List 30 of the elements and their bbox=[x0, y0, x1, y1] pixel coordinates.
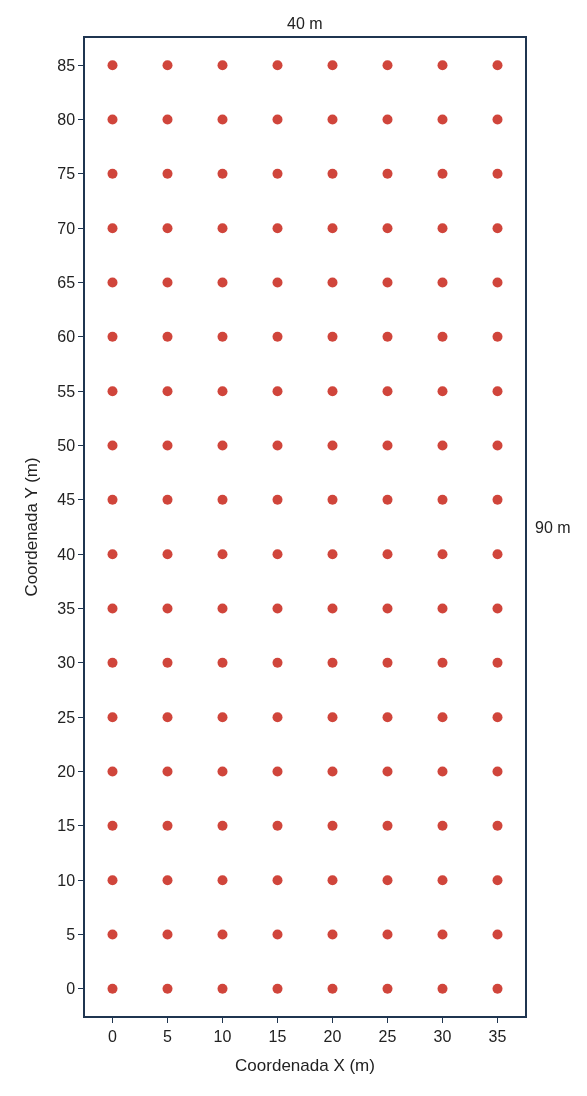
x-tick-label: 5 bbox=[163, 1027, 173, 1045]
y-tick-label: 20 bbox=[57, 763, 76, 781]
y-tick-label: 60 bbox=[57, 328, 76, 346]
y-tick-label: 0 bbox=[66, 980, 76, 998]
y-tick-label: 5 bbox=[66, 926, 76, 944]
y-tick-label: 10 bbox=[57, 871, 76, 889]
y-tick-label: 40 bbox=[57, 545, 76, 563]
x-tick-label: 25 bbox=[378, 1027, 397, 1045]
y-tick-label: 50 bbox=[57, 437, 76, 455]
y-tick-label: 70 bbox=[57, 219, 76, 237]
y-tick-label: 45 bbox=[57, 491, 76, 509]
text: 90 m bbox=[535, 519, 571, 536]
y-tick-label: 35 bbox=[57, 600, 76, 618]
y-tick-label: 65 bbox=[57, 274, 76, 292]
x-tick-label: 10 bbox=[213, 1027, 232, 1045]
y-tick-label: 80 bbox=[57, 111, 76, 129]
text: 40 m bbox=[287, 15, 323, 32]
y-tick-label: 30 bbox=[57, 654, 76, 672]
x-tick-label: 0 bbox=[108, 1027, 118, 1045]
y-tick-label: 25 bbox=[57, 708, 76, 726]
y-tick-label: 15 bbox=[57, 817, 76, 835]
x-tick-label: 20 bbox=[323, 1027, 342, 1045]
y-tick-label: 55 bbox=[57, 382, 76, 400]
x-tick-label: 35 bbox=[488, 1027, 507, 1045]
x-axis-title: Coordenada X (m) bbox=[235, 1055, 375, 1075]
y-tick-label: 85 bbox=[57, 56, 76, 74]
x-tick-label: 15 bbox=[268, 1027, 287, 1045]
x-tick-label: 30 bbox=[433, 1027, 452, 1045]
y-axis-title: Coordenada Y (m) bbox=[22, 457, 42, 597]
y-tick-label: 75 bbox=[57, 165, 76, 183]
